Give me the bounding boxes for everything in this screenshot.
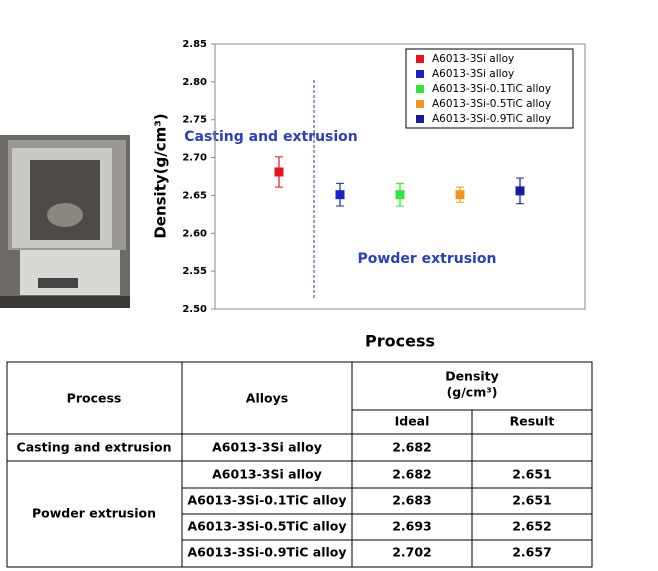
cell: A6013-3Si alloy [212,467,322,482]
y-tick-label: 2.60 [182,228,207,239]
legend-label: A6013-3Si-0.5TiC alloy [432,98,551,110]
y-tick-label: 2.85 [182,39,207,50]
cell: A6013-3Si-0.9TiC alloy [187,545,346,560]
legend-label: A6013-3Si-0.1TiC alloy [432,83,551,95]
cell: 2.651 [512,467,552,482]
y-tick-label: 2.70 [182,153,207,164]
legend-swatch [416,115,424,123]
photo [0,135,130,308]
header: Result [510,414,555,429]
legend-label: A6013-3Si alloy [432,53,514,65]
cell: A6013-3Si alloy [212,440,322,455]
header: (g/cm³) [447,385,498,400]
header: Density [445,369,499,384]
y-tick-label: 2.50 [182,304,207,315]
plot-area [214,43,586,310]
legend-swatch [416,85,424,93]
cell: A6013-3Si-0.5TiC alloy [187,519,346,534]
header: Ideal [395,414,430,429]
point [274,167,284,177]
annotation: Casting and extrusion [184,129,358,145]
legend-swatch [416,55,424,63]
legend-swatch [416,100,424,108]
cell: 2.683 [392,493,432,508]
table: Process Alloys Density (g/cm³) Ideal Res… [6,361,593,568]
cell: 2.682 [392,440,432,455]
cell: 2.702 [392,545,432,560]
point [515,186,525,196]
header: Alloys [246,391,288,406]
header: Process [67,391,122,406]
legend-label: A6013-3Si alloy [432,68,514,80]
y-tick-label: 2.75 [182,115,207,126]
y-tick-label: 2.55 [182,266,207,277]
y-axis-label: Density(g/cm³) [152,113,170,238]
y-tick-label: 2.65 [182,190,207,201]
cell: A6013-3Si-0.1TiC alloy [187,493,346,508]
x-axis-label: Process [365,332,435,351]
cell: 2.682 [392,467,432,482]
cell: 2.652 [512,519,552,534]
cell: Powder extrusion [32,506,156,521]
legend-box [405,48,574,129]
cell: Casting and extrusion [17,440,172,455]
cell: 2.657 [512,545,552,560]
cell: 2.651 [512,493,552,508]
legend-swatch [416,70,424,78]
point [335,190,345,200]
point [395,190,405,200]
legend-label: A6013-3Si-0.9TiC alloy [432,113,551,125]
cell: 2.693 [392,519,432,534]
point [455,190,465,200]
y-tick-label: 2.80 [182,77,207,88]
annotation: Powder extrusion [358,251,497,267]
